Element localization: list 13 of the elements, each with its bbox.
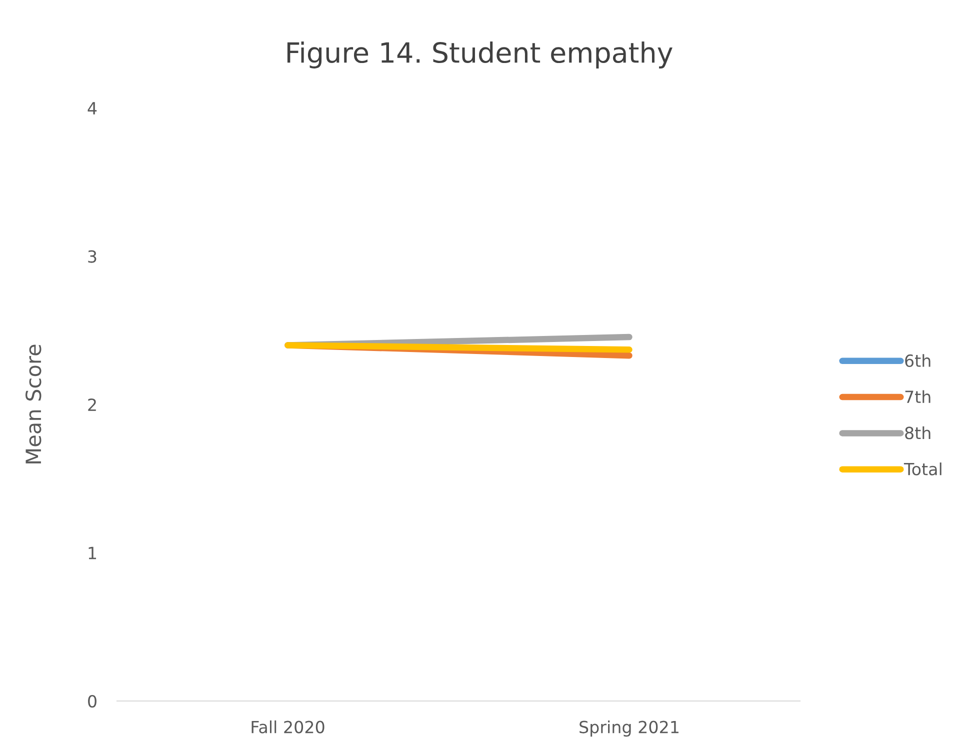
y-axis-title: Mean Score	[25, 344, 42, 464]
y-tick-label: 3	[88, 250, 96, 263]
x-tick-label: Fall 2020	[252, 720, 324, 734]
chart-title: Figure 14. Student empathy	[287, 42, 672, 68]
legend-label: Total	[904, 462, 942, 476]
y-tick-label: 2	[88, 398, 96, 411]
y-tick-label: 1	[88, 546, 96, 560]
legend-label: 8th	[905, 426, 930, 440]
y-tick-label: 0	[88, 694, 96, 708]
y-tick-label: 4	[88, 102, 97, 114]
legend-label: 7th	[905, 390, 930, 403]
x-tick-label: Spring 2021	[580, 720, 678, 737]
legend-label: 6th	[905, 354, 930, 367]
